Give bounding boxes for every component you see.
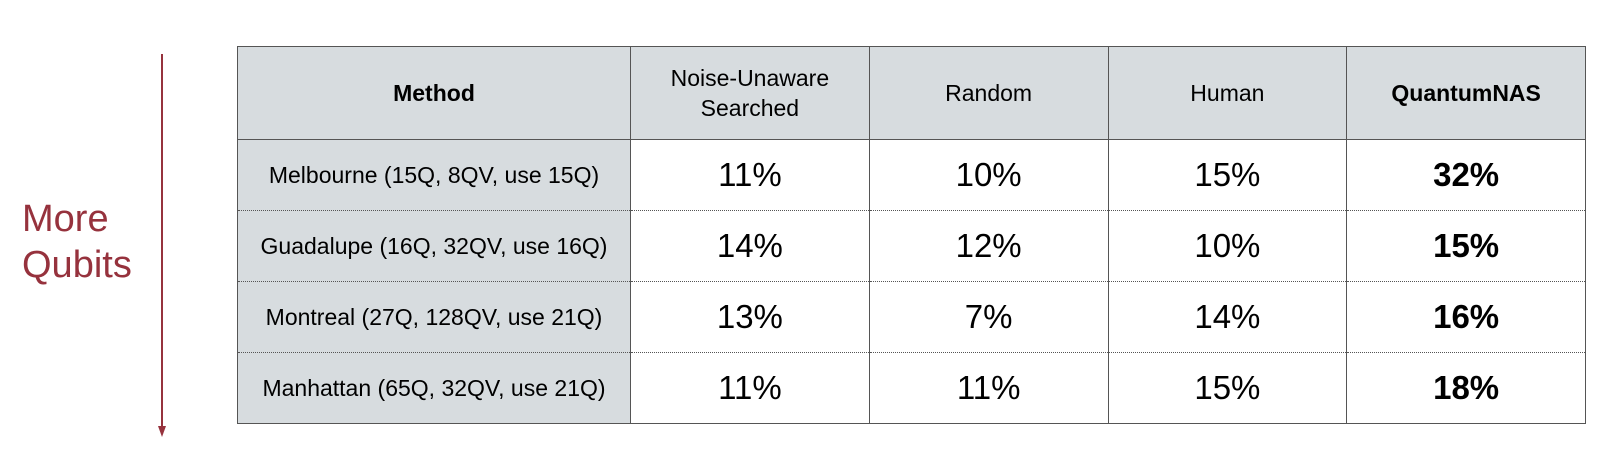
- more-qubits-label: More Qubits: [22, 196, 132, 288]
- header-noise-unaware: Noise-Unaware Searched: [630, 46, 870, 140]
- cell-device: Montreal (27Q, 128QV, use 21Q): [237, 281, 631, 353]
- cell-device: Guadalupe (16Q, 32QV, use 16Q): [237, 210, 631, 282]
- results-table: Method Noise-Unaware Searched Random Hum…: [237, 46, 1586, 424]
- cell-random: 12%: [868, 210, 1109, 282]
- header-method: Method: [237, 46, 631, 140]
- cell-human: 15%: [1107, 139, 1348, 211]
- cell-noise-unaware: 13%: [630, 281, 870, 353]
- table-row: Montreal (27Q, 128QV, use 21Q) 13% 7% 14…: [237, 281, 1586, 353]
- header-noise-unaware-line2: Searched: [700, 95, 800, 121]
- down-arrow-icon: [158, 54, 166, 437]
- header-noise-unaware-line1: Noise-Unaware: [670, 65, 830, 91]
- header-quantumnas: QuantumNAS: [1346, 46, 1586, 140]
- cell-human: 14%: [1107, 281, 1348, 353]
- table-row: Guadalupe (16Q, 32QV, use 16Q) 14% 12% 1…: [237, 210, 1586, 282]
- cell-noise-unaware: 11%: [630, 139, 870, 211]
- more-qubits-label-line1: More: [22, 198, 109, 240]
- more-qubits-label-line2: Qubits: [22, 244, 132, 286]
- header-random: Random: [868, 46, 1109, 140]
- cell-human: 15%: [1107, 352, 1348, 424]
- cell-quantumnas: 16%: [1346, 281, 1586, 353]
- cell-device: Melbourne (15Q, 8QV, use 15Q): [237, 139, 631, 211]
- down-arrow-head: [158, 426, 166, 437]
- cell-noise-unaware: 14%: [630, 210, 870, 282]
- header-human: Human: [1107, 46, 1348, 140]
- cell-quantumnas: 18%: [1346, 352, 1586, 424]
- table-row: Manhattan (65Q, 32QV, use 21Q) 11% 11% 1…: [237, 352, 1586, 424]
- table-header-row: Method Noise-Unaware Searched Random Hum…: [237, 46, 1586, 140]
- cell-random: 10%: [868, 139, 1109, 211]
- cell-human: 10%: [1107, 210, 1348, 282]
- cell-device: Manhattan (65Q, 32QV, use 21Q): [237, 352, 631, 424]
- table-row: Melbourne (15Q, 8QV, use 15Q) 11% 10% 15…: [237, 139, 1586, 211]
- cell-quantumnas: 15%: [1346, 210, 1586, 282]
- cell-random: 11%: [868, 352, 1109, 424]
- cell-quantumnas: 32%: [1346, 139, 1586, 211]
- cell-random: 7%: [868, 281, 1109, 353]
- cell-noise-unaware: 11%: [630, 352, 870, 424]
